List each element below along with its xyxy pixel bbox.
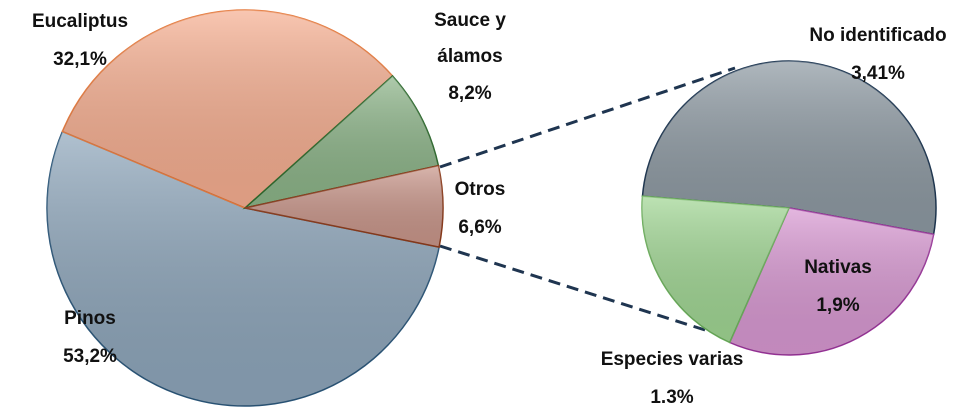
slice-label: Nativas 1,9% <box>778 249 898 325</box>
slice-label: Pinos 53,2% <box>30 300 150 376</box>
page: Pinos 53,2% Eucaliptus 32,1% Sauce y álamos 8… <box>10 3 973 408</box>
value-label: 1.3% <box>650 387 694 408</box>
value-label: 6,6% <box>458 217 502 238</box>
category-label: Pinos <box>64 308 116 329</box>
slice-shade <box>245 165 443 248</box>
slice-label: Especies varias 1.3% <box>572 341 772 417</box>
category-label: Eucaliptus <box>31 11 129 32</box>
value-label: 32,1% <box>53 49 107 70</box>
category-label: No identificado <box>809 25 947 46</box>
slice-label: Sauce y álamos 8,2% <box>415 3 525 113</box>
value-label: 8,2% <box>448 83 492 104</box>
slice-label: Eucaliptus 32,1% <box>10 3 150 79</box>
category-label: Nativas <box>804 257 872 278</box>
category-label: Especies varias <box>600 349 744 370</box>
chart <box>46 9 937 407</box>
connector <box>439 66 736 169</box>
value-label: 53,2% <box>63 346 117 367</box>
slice-shade <box>46 131 440 407</box>
slice-label: No identificado 3,41% <box>783 17 973 93</box>
slice-shade <box>62 9 393 209</box>
category-label: Otros <box>454 179 506 200</box>
slice-shade <box>245 75 439 208</box>
value-label: 3,41% <box>851 63 905 84</box>
connector <box>439 244 706 332</box>
slice-shade <box>729 208 934 355</box>
slice-shade <box>642 196 789 343</box>
value-label: 1,9% <box>816 295 860 316</box>
category-label: Sauce y álamos <box>434 10 506 67</box>
slice-shade <box>642 61 936 235</box>
slice-label: Otros 6,6% <box>435 171 525 247</box>
